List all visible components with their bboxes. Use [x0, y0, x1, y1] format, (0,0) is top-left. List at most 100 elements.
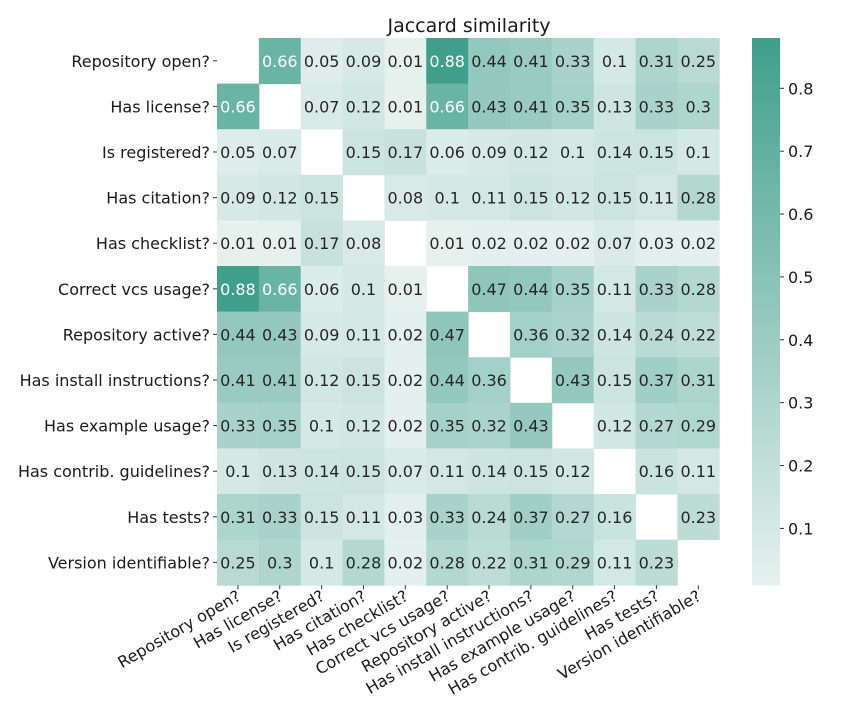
colorbar-segment [752, 352, 780, 358]
cell-value-label: 0.1 [309, 417, 334, 436]
y-tick-label: Repository open? [71, 52, 210, 71]
heatmap-cell [426, 129, 469, 176]
colorbar-segment [752, 79, 780, 85]
cell-value-label: 0.1 [351, 280, 376, 299]
heatmap-cell [217, 129, 260, 176]
colorbar-segment [752, 407, 780, 413]
colorbar-segment [752, 215, 780, 221]
heatmap-cell [384, 38, 427, 85]
cell-value-label: 0.15 [639, 143, 675, 162]
colorbar-segment [752, 452, 780, 458]
heatmap-cell [509, 38, 553, 85]
colorbar-segment [752, 97, 780, 103]
colorbar-segment [752, 133, 780, 139]
cell-value-label: 0.05 [304, 52, 340, 71]
heatmap-cell [300, 83, 344, 130]
cell-value-label: 0.1 [225, 462, 250, 481]
cell-value-label: 0.35 [555, 280, 591, 299]
heatmap-cell [677, 220, 720, 267]
cell-value-label: 0.47 [429, 325, 465, 344]
cell-value-label: 0.01 [429, 234, 465, 253]
cell-value-label: 0.01 [388, 52, 424, 71]
heatmap-cell [300, 357, 344, 404]
cell-value-label: 0.25 [220, 553, 256, 572]
heatmap-cell [258, 129, 302, 176]
colorbar-tick-label: 0.1 [788, 519, 813, 538]
heatmap-cell [677, 83, 720, 130]
heatmap-cell [593, 494, 636, 541]
colorbar-segment [752, 65, 780, 71]
colorbar-segment [752, 379, 780, 386]
heatmap-cell [342, 83, 385, 130]
colorbar-segment [752, 329, 780, 335]
cell-value-label: 0.11 [639, 189, 675, 208]
heatmap-cell [426, 494, 469, 541]
heatmap-cell [509, 83, 553, 130]
colorbar-segment [752, 120, 780, 126]
cell-value-label: 0.35 [429, 417, 465, 436]
cell-value-label: 0.37 [639, 371, 675, 390]
heatmap-cell [677, 448, 720, 495]
heatmap-cell [342, 448, 385, 495]
colorbar-segment [752, 238, 780, 244]
cell-value-label: 0.16 [597, 508, 633, 527]
cell-value-label: 0.88 [220, 280, 256, 299]
cell-value-label: 0.14 [597, 325, 633, 344]
heatmap-cell [258, 220, 302, 267]
colorbar-segment [752, 69, 780, 76]
heatmap-cells: 0.66 0.05 0.09 0.01 0.88 0.44 0.41 0.33 0.1 0.31 0… [217, 38, 720, 586]
cell-value-label: 0.28 [429, 553, 465, 572]
colorbar-segment [752, 507, 780, 513]
colorbar-segment [752, 38, 780, 44]
heatmap-cell [342, 38, 385, 85]
colorbar-segment [752, 129, 780, 135]
colorbar-segment [752, 420, 780, 427]
colorbar-segment [752, 297, 780, 303]
heatmap-cell [384, 357, 427, 404]
heatmap-cell [551, 448, 595, 495]
cell-value-label: 0.1 [560, 143, 585, 162]
colorbar-segment [752, 101, 780, 107]
cell-value-label: 0.3 [267, 553, 292, 572]
heatmap-cell [342, 311, 385, 358]
cell-value-label: 0.11 [597, 553, 633, 572]
heatmap-cell [509, 539, 553, 586]
heatmap-cell [635, 266, 678, 313]
cell-value-label: 0.33 [429, 508, 465, 527]
heatmap-cell [551, 494, 595, 541]
heatmap-cell [635, 129, 678, 176]
cell-value-label: 0.36 [471, 371, 507, 390]
cell-value-label: 0.24 [471, 508, 507, 527]
heatmap-cell [509, 402, 553, 449]
heatmap-cell [258, 448, 302, 495]
cell-value-label: 0.12 [346, 417, 382, 436]
cell-value-label: 0.12 [555, 462, 591, 481]
cell-value-label: 0.43 [555, 371, 591, 390]
cell-value-label: 0.15 [304, 189, 340, 208]
colorbar-segment [752, 284, 780, 290]
colorbar-segment [752, 60, 780, 66]
cell-value-label: 0.12 [262, 189, 298, 208]
cell-value-label: 0.33 [262, 508, 298, 527]
colorbar-segment [752, 530, 780, 536]
colorbar-segment [752, 416, 780, 422]
heatmap-cell [342, 266, 385, 313]
heatmap-cell [468, 494, 511, 541]
cell-value-label: 0.27 [639, 417, 675, 436]
cell-value-label: 0.33 [639, 97, 675, 116]
colorbar-segment [752, 311, 780, 317]
cell-value-label: 0.1 [309, 553, 334, 572]
colorbar-segment [752, 466, 780, 472]
cell-value-label: 0.41 [513, 97, 549, 116]
colorbar-segment [752, 471, 780, 477]
colorbar-segment [752, 261, 780, 267]
colorbar-tick-label: 0.2 [788, 457, 813, 476]
cell-value-label: 0.11 [680, 462, 716, 481]
colorbar-segment [752, 398, 780, 404]
heatmap-cell [677, 266, 720, 313]
cell-value-label: 0.11 [597, 280, 633, 299]
cell-value-label: 0.32 [555, 325, 591, 344]
colorbar-segment [752, 51, 780, 57]
heatmap-cell [342, 539, 385, 586]
